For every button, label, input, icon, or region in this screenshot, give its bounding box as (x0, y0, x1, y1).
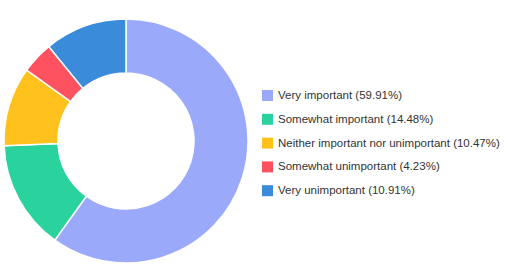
legend-item: Somewhat important (14.48%) (262, 113, 433, 125)
legend-label: Neither important nor unimportant (10.47… (278, 137, 500, 149)
legend: Very important (59.91%) Somewhat importan… (262, 89, 500, 196)
legend-item: Neither important nor unimportant (10.47… (262, 137, 500, 149)
legend-swatch (262, 161, 273, 172)
legend-swatch (262, 185, 273, 196)
legend-swatch (262, 138, 273, 149)
slice (4, 144, 86, 240)
legend-label: Somewhat important (14.48%) (278, 113, 433, 125)
legend-label: Very important (59.91%) (278, 89, 402, 101)
legend-swatch (262, 114, 273, 125)
legend-label: Very unimportant (10.91%) (278, 184, 415, 196)
legend-swatch (262, 90, 273, 101)
chart-svg: Very important (59.91%) Somewhat importan… (0, 0, 523, 275)
legend-item: Somewhat unimportant (4.23%) (262, 160, 440, 172)
slices (4, 19, 248, 263)
slice (49, 19, 126, 88)
legend-label: Somewhat unimportant (4.23%) (278, 160, 440, 172)
legend-item: Very important (59.91%) (262, 89, 402, 101)
legend-item: Very unimportant (10.91%) (262, 184, 415, 196)
